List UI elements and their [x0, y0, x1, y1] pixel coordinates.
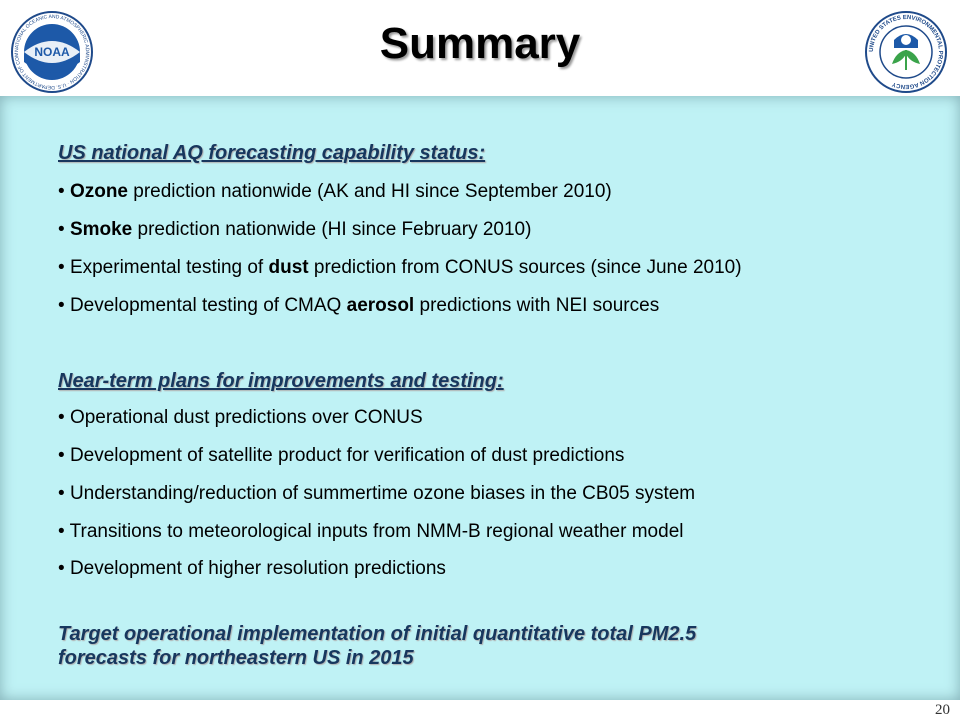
- bullet-text: predictions with NEI sources: [414, 295, 660, 316]
- bullet-bold: Ozone: [69, 181, 128, 202]
- page-number: 20: [935, 702, 950, 718]
- section2-bullet-3: • Understanding/reduction of summertime …: [58, 483, 696, 504]
- bullet-text: Development of higher resolution predict…: [69, 558, 446, 579]
- noaa-logo-text: NOAA: [34, 45, 70, 59]
- bullet-text: Transitions to meteorological inputs fro…: [69, 521, 684, 542]
- bullet-bold: aerosol: [346, 295, 415, 316]
- bullet-text: Operational dust predictions over CONUS: [69, 407, 423, 428]
- section2-bullet-4: • Transitions to meteorological inputs f…: [58, 521, 684, 542]
- slide-title: Summary: [379, 19, 581, 68]
- target-line-1: Target operational implementation of ini…: [58, 623, 697, 645]
- bullet-text: Developmental testing of CMAQ: [69, 295, 347, 316]
- section2-bullet-5: • Development of higher resolution predi…: [58, 558, 446, 579]
- section2-heading: Near-term plans for improvements and tes…: [58, 370, 504, 392]
- noaa-logo: NOAA NATIONAL OCEANIC AND ATMOSPHERIC AD…: [10, 10, 93, 93]
- epa-logo: UNITED STATES ENVIRONMENTAL PROTECTION A…: [865, 11, 947, 93]
- bullet-text: prediction nationwide (HI since February…: [132, 219, 532, 240]
- bullet-text: prediction nationwide (AK and HI since S…: [128, 181, 612, 202]
- target-statement: Target operational implementation of ini…: [58, 622, 878, 670]
- bullet-text: Understanding/reduction of summertime oz…: [69, 483, 696, 504]
- section1-heading: US national AQ forecasting capability st…: [58, 142, 486, 164]
- section1-bullet-4: • Developmental testing of CMAQ aerosol …: [58, 295, 660, 316]
- section2-bullet-1: • Operational dust predictions over CONU…: [58, 407, 423, 428]
- section2-bullet-2: • Development of satellite product for v…: [58, 445, 625, 466]
- bullet-bold: Smoke: [69, 219, 133, 240]
- bullet-text: Development of satellite product for ver…: [69, 445, 625, 466]
- target-line-2: forecasts for northeastern US in 2015: [58, 647, 414, 669]
- bullet-bold: dust: [268, 257, 309, 278]
- section1-bullet-3: • Experimental testing of dust predictio…: [58, 257, 742, 278]
- bullet-text: Experimental testing of: [69, 257, 269, 278]
- section1-bullet-2: • Smoke prediction nationwide (HI since …: [58, 219, 532, 240]
- content-panel: [0, 96, 960, 700]
- bullet-text: prediction from CONUS sources (since Jun…: [308, 257, 742, 278]
- section1-bullet-1: • Ozone prediction nationwide (AK and HI…: [58, 181, 612, 202]
